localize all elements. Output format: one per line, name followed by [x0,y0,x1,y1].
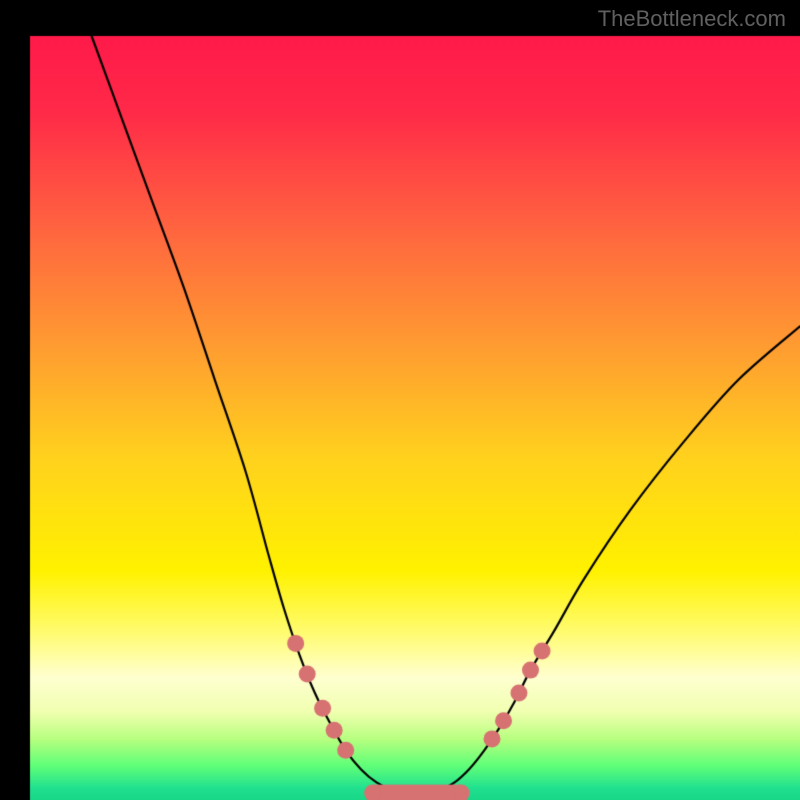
bottleneck-v-curve-chart [0,0,800,800]
chart-stage: TheBottleneck.com [0,0,800,800]
